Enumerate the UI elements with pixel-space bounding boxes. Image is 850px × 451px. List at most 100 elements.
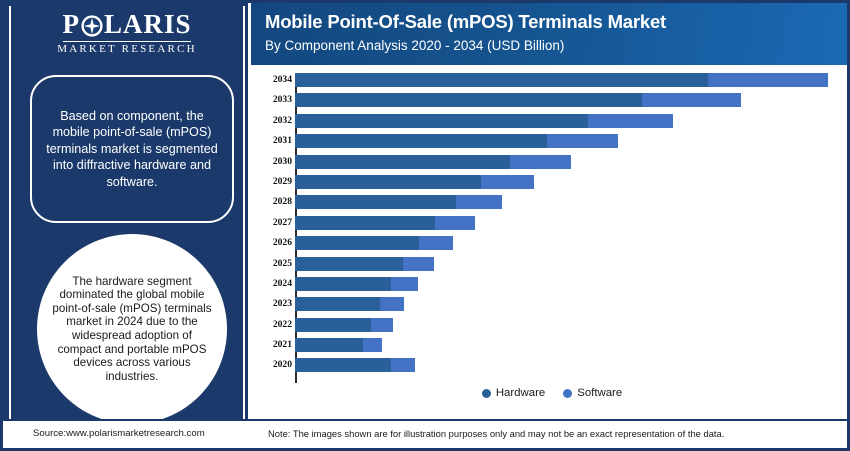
y-axis-tick-label: 2028 bbox=[272, 196, 292, 208]
callout-hardware-dominance: The hardware segment dominated the globa… bbox=[37, 234, 227, 424]
chart-row: 2028 bbox=[254, 195, 847, 215]
callout-text: The hardware segment dominated the globa… bbox=[52, 274, 212, 383]
brand-logo: P LARIS MARKET RESEARCH bbox=[3, 9, 251, 55]
legend-item[interactable]: Hardware bbox=[481, 387, 546, 399]
bar-segment-hardware bbox=[295, 358, 391, 373]
bar-segment-hardware bbox=[295, 134, 547, 149]
legend-label: Hardware bbox=[495, 387, 546, 399]
chart-row: 2027 bbox=[254, 215, 847, 236]
bar-segment-hardware bbox=[295, 113, 589, 128]
stacked-bar bbox=[295, 195, 846, 210]
chart-row: 2032 bbox=[254, 113, 847, 134]
y-axis-tick-label: 2025 bbox=[272, 257, 292, 269]
footer: Source:www.polarismarketresearch.com Not… bbox=[3, 419, 847, 448]
stacked-bar bbox=[295, 317, 846, 332]
footer-note: Note: The images shown are for illustrat… bbox=[268, 428, 725, 439]
y-axis-tick-label: 2024 bbox=[272, 277, 292, 289]
chart-row: 2021 bbox=[254, 338, 847, 358]
stacked-bar bbox=[295, 236, 846, 251]
compass-star-icon bbox=[81, 13, 103, 37]
sidebar: P LARIS MARKET RESEARCH Based on compone… bbox=[3, 3, 251, 448]
bar-segment-software bbox=[390, 276, 418, 291]
legend-item[interactable]: Software bbox=[563, 387, 622, 399]
bar-segment-hardware bbox=[295, 215, 436, 230]
bar-segment-hardware bbox=[295, 276, 391, 291]
callout-text: Based on component, the mobile point-of-… bbox=[46, 108, 218, 189]
chart-row: 2030 bbox=[254, 154, 847, 175]
bar-segment-software bbox=[363, 338, 383, 353]
chart-container: 2034 2033 2032 2031 2030 2029 2028 2027 2026 2025… bbox=[254, 65, 847, 423]
stacked-bar bbox=[295, 297, 846, 312]
y-axis-tick-label: 2027 bbox=[272, 216, 292, 228]
y-axis-tick-label: 2023 bbox=[272, 298, 292, 310]
bar-segment-software bbox=[435, 215, 476, 230]
chart-row: 2033 bbox=[254, 93, 847, 113]
bar-segment-hardware bbox=[295, 195, 456, 210]
bar-segment-software bbox=[371, 317, 393, 332]
stacked-bar bbox=[295, 73, 846, 87]
bar-segment-software bbox=[390, 358, 415, 373]
chart-row: 2026 bbox=[254, 236, 847, 256]
chart-row: 2023 bbox=[254, 297, 847, 317]
y-axis-tick-label: 2029 bbox=[272, 175, 292, 187]
brand-divider bbox=[63, 41, 191, 42]
y-axis-tick-label: 2031 bbox=[272, 135, 292, 147]
stacked-bar bbox=[295, 174, 846, 189]
bar-segment-software bbox=[403, 256, 434, 271]
y-axis-tick-label: 2033 bbox=[272, 94, 292, 106]
bar-segment-software bbox=[480, 174, 535, 189]
y-axis-tick-label: 2022 bbox=[272, 318, 292, 330]
bar-segment-software bbox=[641, 93, 742, 108]
brand-tagline: MARKET RESEARCH bbox=[57, 43, 197, 55]
chart-header: Mobile Point-Of-Sale (mPOS) Terminals Ma… bbox=[251, 3, 847, 65]
bar-segment-hardware bbox=[295, 154, 511, 169]
chart-row: 2024 bbox=[254, 276, 847, 297]
bar-segment-software bbox=[455, 195, 503, 210]
stacked-bar bbox=[295, 338, 846, 353]
bar-segment-hardware bbox=[295, 297, 381, 312]
chart-row: 2029 bbox=[254, 174, 847, 195]
bar-segment-software bbox=[588, 113, 673, 128]
legend-label: Software bbox=[577, 387, 623, 399]
legend-swatch-icon bbox=[563, 388, 573, 398]
bar-segment-hardware bbox=[295, 236, 419, 251]
sidebar-frame bbox=[9, 6, 245, 445]
legend-swatch-icon bbox=[481, 388, 491, 398]
page-subtitle: By Component Analysis 2020 - 2034 (USD B… bbox=[265, 38, 565, 53]
bar-segment-hardware bbox=[295, 93, 642, 108]
stacked-bar bbox=[295, 256, 846, 271]
chart-row: 2020 bbox=[254, 358, 847, 378]
stacked-bar bbox=[295, 215, 846, 230]
stacked-bar bbox=[295, 276, 846, 291]
bar-segment-software bbox=[546, 134, 619, 149]
stacked-bar bbox=[295, 134, 846, 149]
stacked-bar bbox=[295, 93, 846, 108]
bar-segment-hardware bbox=[295, 256, 404, 271]
chart-legend: Hardware Software bbox=[254, 387, 847, 399]
y-axis-tick-label: 2034 bbox=[272, 74, 292, 85]
bar-segment-software bbox=[510, 154, 572, 169]
bar-segment-hardware bbox=[295, 73, 709, 87]
stacked-bar bbox=[295, 113, 846, 128]
stacked-bar bbox=[295, 154, 846, 169]
y-axis-tick-label: 2032 bbox=[272, 114, 292, 126]
chart-row: 2025 bbox=[254, 256, 847, 277]
brand-name-part2: LARIS bbox=[103, 9, 192, 39]
y-axis-tick-label: 2030 bbox=[272, 155, 292, 167]
chart-row: 2034 bbox=[254, 73, 847, 93]
brand-wordmark: P LARIS bbox=[3, 9, 251, 39]
y-axis-tick-label: 2020 bbox=[272, 359, 292, 371]
brand-name-part1: P bbox=[62, 9, 80, 39]
bar-segment-hardware bbox=[295, 317, 372, 332]
y-axis-tick-label: 2026 bbox=[272, 237, 292, 249]
stacked-bar bbox=[295, 358, 846, 373]
bar-segment-hardware bbox=[295, 174, 481, 189]
callout-component-segmentation: Based on component, the mobile point-of-… bbox=[30, 75, 234, 223]
chart-row: 2022 bbox=[254, 317, 847, 338]
stacked-bar-chart: 2034 2033 2032 2031 2030 2029 2028 2027 2026 2025… bbox=[254, 73, 847, 383]
bar-segment-software bbox=[418, 236, 454, 251]
chart-row: 2031 bbox=[254, 134, 847, 154]
footer-source: Source:www.polarismarketresearch.com bbox=[33, 428, 205, 439]
bar-segment-hardware bbox=[295, 338, 364, 353]
